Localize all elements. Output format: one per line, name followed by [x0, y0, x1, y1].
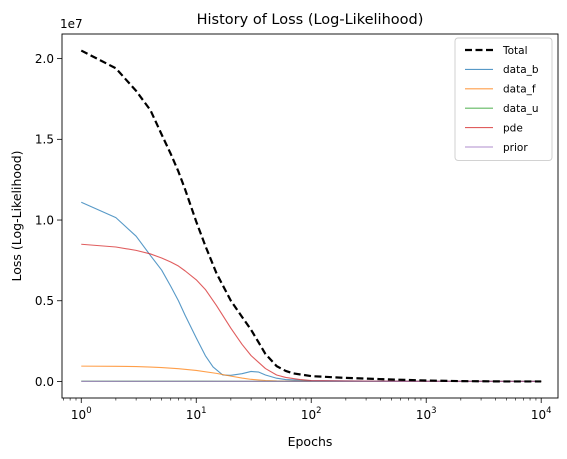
- y-offset-label: 1e7: [60, 17, 83, 31]
- legend-box: [454, 37, 553, 161]
- legend-label-Total: Total: [502, 45, 528, 57]
- y-tick-label: 0.5: [35, 294, 54, 308]
- x-axis-label: Epochs: [288, 434, 333, 449]
- chart-title: History of Loss (Log-Likelihood): [197, 12, 424, 28]
- x-tick-exponent: 4: [546, 406, 551, 416]
- x-tick-exponent: 2: [316, 406, 321, 416]
- x-tick-exponent: 0: [86, 406, 91, 416]
- plot-area: [80, 49, 542, 383]
- legend-label-data-b: data_b: [503, 64, 539, 76]
- x-tick-label: 101: [186, 406, 207, 422]
- legend-label-pde: pde: [503, 122, 523, 134]
- y-tick-label: 2.0: [35, 52, 54, 66]
- series-line-pde: [81, 243, 542, 382]
- series-line-Total: [80, 49, 542, 383]
- x-tick-base: 10: [301, 408, 316, 422]
- legend-label-data-f: data_f: [503, 84, 536, 96]
- y-axis-label: Loss (Log-Likelihood): [9, 151, 24, 282]
- plot-frame: [61, 33, 559, 399]
- series-line-data-b: [81, 201, 542, 382]
- x-tick-label: 100: [71, 406, 92, 422]
- x-tick-base: 10: [186, 408, 201, 422]
- x-tick-base: 10: [531, 408, 546, 422]
- x-tick-label: 104: [531, 406, 552, 422]
- x-tick-label: 102: [301, 406, 322, 422]
- y-tick-label: 1.0: [35, 213, 54, 227]
- legend-label-data-u: data_u: [503, 103, 539, 115]
- y-tick-label: 1.5: [35, 133, 54, 147]
- series-line-data-f: [81, 365, 542, 382]
- x-tick-base: 10: [416, 408, 431, 422]
- y-tick-label: 0.0: [35, 375, 54, 389]
- x-tick-exponent: 3: [431, 406, 436, 416]
- x-tick-exponent: 1: [201, 406, 206, 416]
- x-tick-label: 103: [416, 406, 437, 422]
- x-tick-base: 10: [71, 408, 86, 422]
- legend-label-prior: prior: [503, 142, 528, 154]
